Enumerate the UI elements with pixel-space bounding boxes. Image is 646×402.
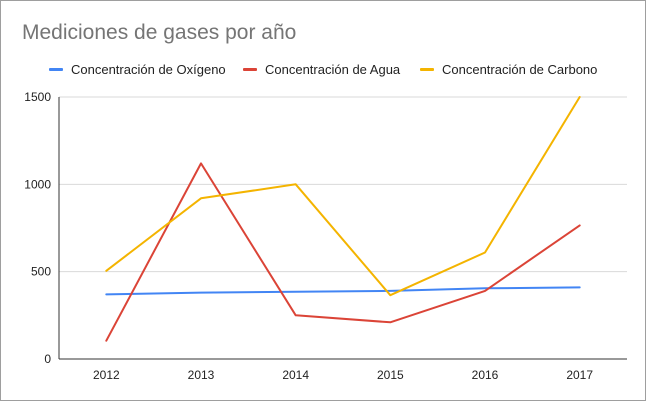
y-tick-label-1500: 1500 [24,90,51,104]
legend-label-agua: Concentración de Agua [265,61,401,77]
legend-item-carbono[interactable]: Concentración de Carbono [420,59,597,79]
x-tick-label-2015: 2015 [377,368,404,382]
series-line-carbono [105,96,581,297]
x-tick-label-2012: 2012 [93,368,120,382]
legend-item-oxigeno[interactable]: Concentración de Oxígeno [49,59,226,79]
legend-label-carbono: Concentración de Carbono [442,61,598,77]
legend-swatch-agua [243,67,257,71]
y-tick-label-500: 500 [31,265,51,279]
chart-title: Mediciones de gases por año [22,21,297,44]
series-line-oxigeno [105,286,581,296]
x-tick-label-2013: 2013 [188,368,215,382]
legend-swatch-carbono [420,67,434,71]
legend: Concentración de Oxígeno Concentración d… [1,59,646,79]
legend-label-oxigeno: Concentración de Oxígeno [71,61,226,77]
series-line-agua [105,162,581,342]
legend-swatch-oxigeno [49,67,63,71]
x-tick-label-2014: 2014 [282,368,309,382]
y-tick-label-0: 0 [44,352,51,366]
x-tick-label-2017: 2017 [566,368,593,382]
legend-item-agua[interactable]: Concentración de Agua [243,59,400,79]
x-tick-label-2016: 2016 [472,368,499,382]
y-tick-label-1000: 1000 [24,177,51,191]
